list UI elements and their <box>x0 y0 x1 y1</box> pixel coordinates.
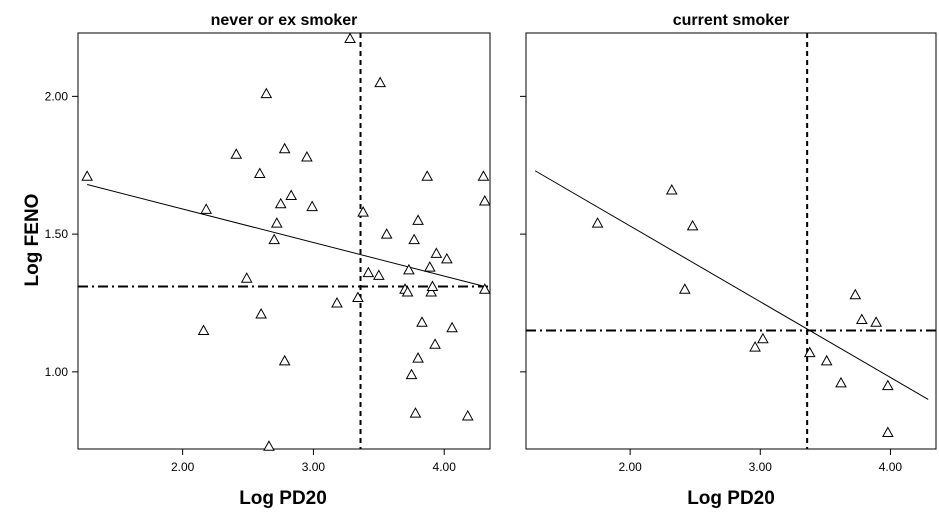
data-point-triangle <box>416 316 428 327</box>
x-tick-label: 4.00 <box>433 460 457 474</box>
data-point-triangle <box>430 247 443 258</box>
data-point-triangle <box>835 376 847 388</box>
data-point-triangle <box>285 189 298 201</box>
data-point-triangle <box>881 379 894 391</box>
data-point-triangle <box>820 354 833 366</box>
data-point-triangle <box>260 87 273 99</box>
data-point-triangle <box>803 346 816 358</box>
data-point-triangle <box>270 217 283 228</box>
data-point-triangle <box>408 233 420 245</box>
data-point-triangle <box>477 170 490 181</box>
data-point-triangle <box>757 332 769 344</box>
data-point-triangle <box>230 148 243 159</box>
x-axis-label-left: Log PD20 <box>239 488 327 509</box>
data-point-triangle <box>849 288 862 300</box>
x-tick-label: 3.00 <box>302 460 326 474</box>
fit-line <box>87 184 485 287</box>
data-point-triangle <box>881 426 894 437</box>
data-point-triangle <box>749 341 761 352</box>
data-point-triangle <box>461 409 474 421</box>
panel-title: current smoker <box>673 12 790 29</box>
panel-current-smoker: current smoker 2.00 3.00 4.00 <box>520 12 937 474</box>
data-point-triangle <box>426 280 439 291</box>
data-point-triangle <box>678 283 691 294</box>
data-point-triangle <box>421 170 434 181</box>
data-point-triangle <box>357 206 369 217</box>
data-point-triangle <box>412 352 424 363</box>
data-point-triangle <box>344 32 356 44</box>
plot-frame <box>77 32 491 450</box>
data-point-triangle <box>362 266 375 278</box>
data-point-triangle <box>278 142 291 154</box>
data-point-triangle <box>478 195 491 206</box>
data-point-triangle <box>200 203 213 214</box>
data-point-triangle <box>478 283 491 294</box>
data-point-triangle <box>253 167 266 179</box>
data-point-triangle <box>412 214 424 225</box>
data-point-triangle <box>197 324 210 336</box>
data-point-triangle <box>401 285 414 297</box>
y-tick-label: 2.00 <box>45 89 69 103</box>
data-point-triangle <box>425 285 437 297</box>
x-axis-label-right: Log PD20 <box>687 488 775 509</box>
x-tick-label: 2.00 <box>618 460 642 474</box>
data-point-triangle <box>429 338 441 349</box>
y-tick-label: 1.50 <box>45 227 69 241</box>
plot-frame <box>525 32 937 450</box>
data-point-triangle <box>372 269 385 280</box>
x-tick-label: 3.00 <box>749 460 773 474</box>
data-point-triangle <box>306 200 318 212</box>
y-axis-label: Log FENO <box>22 194 43 287</box>
data-point-triangle <box>278 354 291 366</box>
panel-never-or-ex-smoker: never or ex smoker 2.00 3.00 4.00 1.00 1.50 2.… <box>45 12 491 474</box>
data-point-triangle <box>405 368 418 380</box>
data-point-triangle <box>301 150 313 162</box>
fit-line <box>534 170 929 400</box>
y-tick-label: 1.00 <box>45 365 69 379</box>
data-point-triangle <box>403 263 415 275</box>
data-point-triangle <box>855 313 868 325</box>
data-point-triangle <box>591 217 604 228</box>
data-point-triangle <box>331 296 343 308</box>
data-point-triangle <box>268 233 281 245</box>
data-point-triangle <box>263 440 275 451</box>
data-point-triangle <box>870 316 882 327</box>
data-point-triangle <box>352 291 364 302</box>
x-tick-label: 2.00 <box>171 460 195 474</box>
data-point-triangle <box>380 228 393 239</box>
data-point-triangle <box>274 197 287 209</box>
data-point-triangle <box>374 76 386 88</box>
data-point-triangle <box>686 219 699 231</box>
data-point-triangle <box>81 170 94 181</box>
data-point-triangle <box>240 272 253 283</box>
data-point-triangle <box>423 261 436 272</box>
data-point-triangle <box>255 307 267 319</box>
x-tick-label: 4.00 <box>879 460 903 474</box>
data-point-triangle <box>440 252 453 264</box>
data-point-triangle <box>665 184 678 195</box>
data-point-triangle <box>409 407 422 418</box>
data-point-triangle <box>446 321 458 333</box>
panel-title: never or ex smoker <box>211 12 358 29</box>
